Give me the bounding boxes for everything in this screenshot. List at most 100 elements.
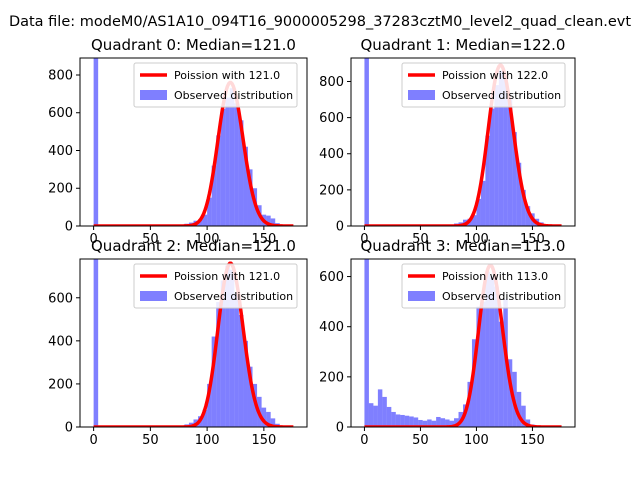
x-tick-label: 50 bbox=[412, 232, 429, 247]
histogram-bar bbox=[409, 416, 414, 427]
histogram-bar bbox=[391, 411, 396, 427]
histogram-bar bbox=[364, 259, 369, 427]
histogram-bar bbox=[498, 321, 504, 427]
legend-box bbox=[133, 263, 298, 309]
histogram-bar bbox=[216, 302, 221, 427]
chart-title: Quadrant 0: Median=121.0 bbox=[91, 36, 296, 54]
histogram-bar bbox=[418, 419, 423, 427]
histogram-bar bbox=[225, 97, 230, 226]
histogram-bar bbox=[229, 269, 235, 427]
histogram-bar bbox=[480, 301, 486, 427]
histogram-bar bbox=[93, 58, 99, 226]
chart-panel-3: 0 50 100 150 0 200 400 600 Quadrant 3: Median=11… bbox=[319, 237, 576, 448]
histogram-bar bbox=[489, 276, 495, 427]
y-tick-label: 200 bbox=[319, 183, 344, 198]
x-tick-label: 50 bbox=[142, 232, 159, 247]
y-tick-label: 200 bbox=[48, 182, 73, 197]
legend-box bbox=[401, 62, 566, 108]
histogram-bar bbox=[485, 135, 490, 226]
histogram-bar bbox=[494, 85, 499, 226]
legend-box bbox=[133, 62, 298, 108]
histogram-bar bbox=[243, 146, 248, 226]
axes-frame bbox=[350, 57, 576, 227]
histogram-bar bbox=[198, 219, 203, 226]
histogram-bar bbox=[220, 280, 226, 427]
histogram-bar bbox=[207, 197, 212, 226]
histogram-bar bbox=[422, 420, 428, 427]
histogram-bar bbox=[525, 419, 531, 427]
y-tick-label: 400 bbox=[48, 144, 73, 159]
plot-area bbox=[363, 259, 563, 427]
y-tick-label: 600 bbox=[48, 106, 73, 121]
y-tick-label: 200 bbox=[48, 377, 73, 392]
y-tick-label: 400 bbox=[319, 320, 344, 335]
histogram-bar bbox=[467, 381, 472, 427]
histogram-bar bbox=[202, 214, 208, 226]
legend: Poission with 121.0 Observed distribution bbox=[133, 263, 298, 309]
histogram-bar bbox=[507, 359, 513, 427]
axes-frame bbox=[350, 258, 576, 428]
histogram-bar bbox=[431, 420, 437, 427]
legend-box bbox=[401, 263, 566, 309]
x-tick-label: 0 bbox=[89, 433, 97, 448]
histogram-bar bbox=[238, 315, 244, 427]
histogram-bar bbox=[270, 218, 276, 226]
histogram-bar bbox=[261, 407, 267, 427]
y-tick-label: 600 bbox=[48, 291, 73, 306]
histogram-bar bbox=[229, 88, 235, 226]
legend-poisson-label: Poission with 122.0 bbox=[442, 69, 548, 82]
legend-hist-label: Observed distribution bbox=[174, 290, 293, 303]
x-tick-label: 100 bbox=[195, 433, 220, 448]
legend-hist-label: Observed distribution bbox=[442, 89, 561, 102]
histogram-bar bbox=[211, 165, 217, 226]
histogram-bar bbox=[216, 135, 221, 226]
x-tick-label: 150 bbox=[520, 232, 545, 247]
histogram-bar bbox=[243, 340, 248, 427]
histogram-bar bbox=[202, 409, 208, 427]
histogram-bar bbox=[400, 414, 405, 427]
histogram-bar bbox=[454, 418, 459, 427]
figure-suptitle: Data file: modeM0/AS1A10_094T16_90000052… bbox=[9, 14, 631, 30]
histogram-bar bbox=[207, 383, 212, 427]
legend-hist-label: Observed distribution bbox=[442, 290, 561, 303]
y-tick-label: 800 bbox=[319, 75, 344, 90]
histogram-bar bbox=[270, 418, 276, 427]
histogram-bar bbox=[449, 420, 455, 427]
histogram-bar bbox=[476, 306, 481, 427]
histogram-bar bbox=[427, 419, 432, 427]
legend-hist-swatch bbox=[140, 291, 167, 301]
x-tick-label: 100 bbox=[464, 433, 489, 448]
x-tick-label: 150 bbox=[520, 433, 545, 448]
legend-poisson-label: Poission with 113.0 bbox=[442, 270, 548, 283]
histogram-bar bbox=[471, 215, 477, 226]
legend-poisson-label: Poission with 121.0 bbox=[174, 270, 280, 283]
legend: Poission with 121.0 Observed distribution bbox=[133, 62, 298, 108]
histogram-bar bbox=[521, 189, 526, 226]
histogram-bar bbox=[476, 198, 481, 226]
histogram-bar bbox=[395, 414, 401, 427]
histogram-bar bbox=[368, 403, 374, 427]
histogram-bar bbox=[413, 417, 419, 427]
legend: Poission with 113.0 Observed distribution bbox=[401, 263, 566, 309]
histogram-bar bbox=[512, 132, 517, 226]
histogram-bar bbox=[234, 103, 239, 226]
y-tick-label: 0 bbox=[65, 421, 73, 436]
x-tick-label: 100 bbox=[464, 232, 489, 247]
legend-hist-label: Observed distribution bbox=[174, 89, 293, 102]
x-tick-label: 150 bbox=[251, 433, 276, 448]
chart-title: Quadrant 3: Median=113.0 bbox=[361, 237, 566, 255]
y-tick-label: 400 bbox=[319, 147, 344, 162]
poisson-curve bbox=[363, 263, 563, 427]
chart-panel-1: 0 50 100 150 0 200 400 600 800 Quadrant 1: Median… bbox=[319, 36, 576, 247]
histogram-bar bbox=[503, 77, 508, 226]
histogram-bar bbox=[498, 70, 504, 226]
histogram-bar bbox=[445, 419, 450, 427]
histogram-bar bbox=[516, 162, 522, 226]
y-tick-label: 0 bbox=[336, 421, 344, 436]
histogram-bar bbox=[373, 405, 378, 427]
histogram-bar bbox=[494, 286, 499, 427]
histogram-bar bbox=[211, 336, 217, 427]
poisson-curve bbox=[93, 261, 294, 427]
plot-area bbox=[363, 58, 563, 226]
histogram-bar bbox=[247, 169, 253, 226]
